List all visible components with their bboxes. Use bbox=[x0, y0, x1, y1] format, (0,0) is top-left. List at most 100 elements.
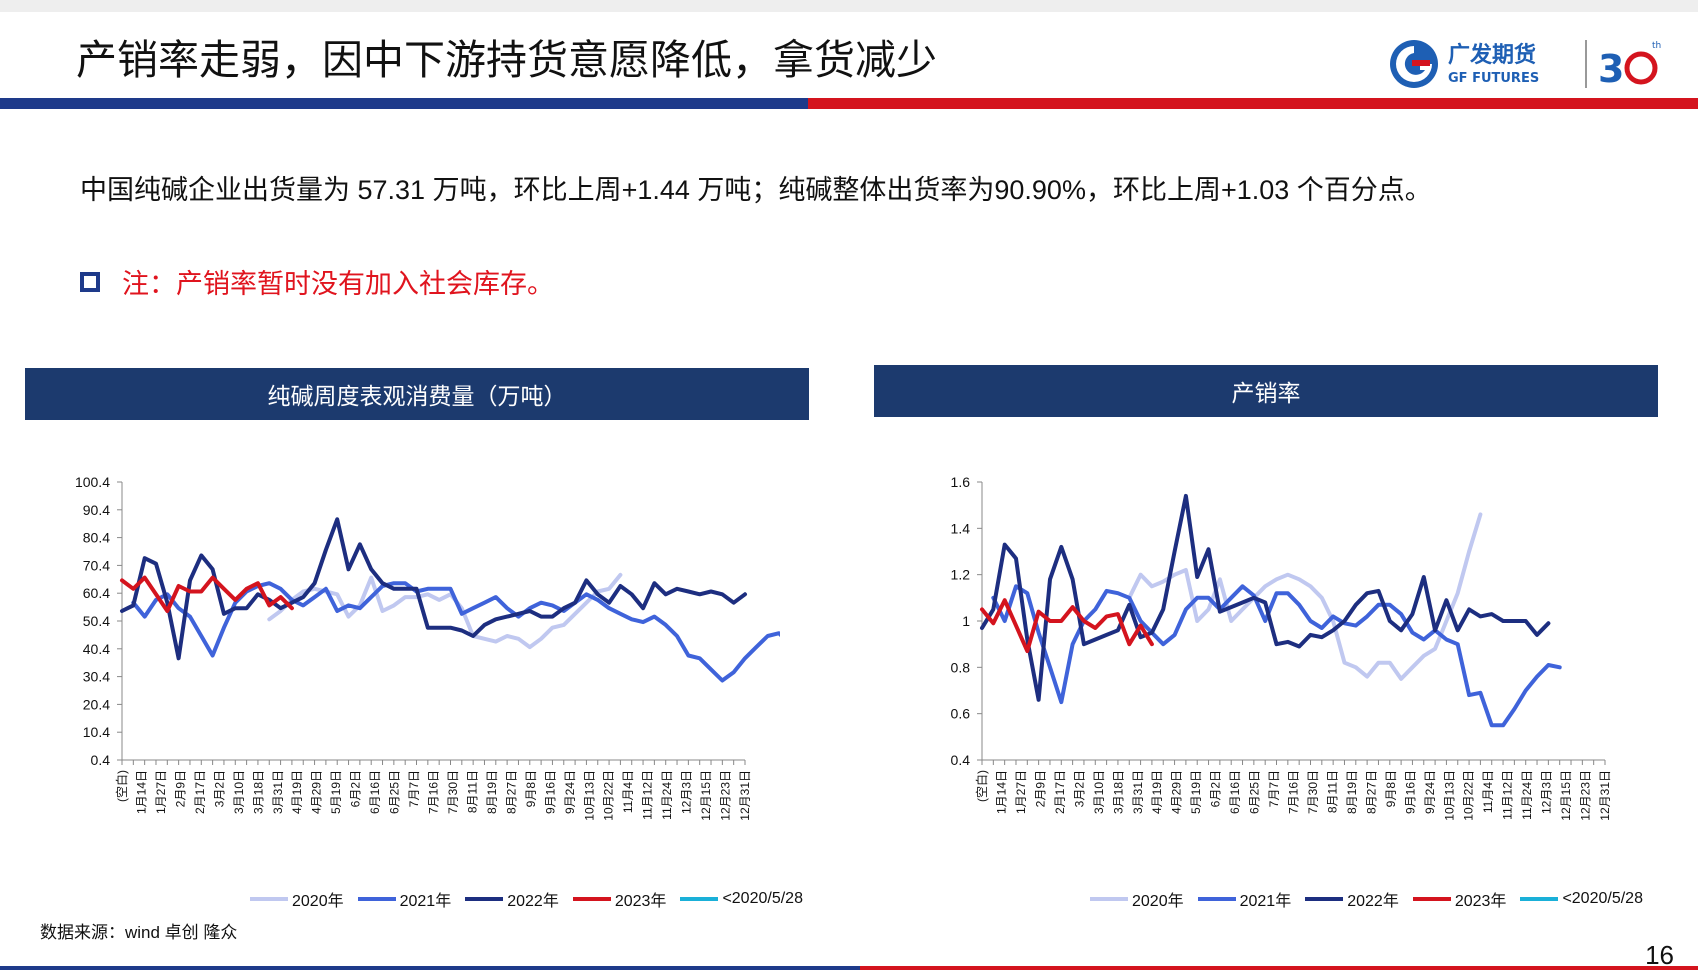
x-tick-label: 7月30日 bbox=[1306, 770, 1320, 814]
legend-label: 2021年 bbox=[1239, 893, 1292, 910]
series-line-0 bbox=[1127, 512, 1483, 681]
legend-item: <2020/5/28 bbox=[680, 890, 803, 908]
legend-swatch bbox=[357, 897, 396, 901]
note-line: 注：产销率暂时没有加入社会库存。 bbox=[80, 262, 554, 301]
x-tick-label: 4月19日 bbox=[290, 770, 304, 814]
x-tick-label: 3月10日 bbox=[1092, 770, 1106, 814]
legend-swatch bbox=[572, 897, 611, 901]
x-tick-label: 2月9日 bbox=[1033, 770, 1047, 807]
x-tick-label: 10月22日 bbox=[1462, 770, 1476, 821]
series-line-3 bbox=[980, 598, 1154, 654]
x-tick-label: 7月7日 bbox=[407, 770, 421, 807]
logo-name: 广发期货 bbox=[1448, 42, 1536, 68]
legend-label: 2021年 bbox=[399, 893, 452, 910]
y-tick-label: 90.4 bbox=[83, 502, 110, 518]
x-tick-label: 9月16日 bbox=[1403, 770, 1417, 814]
chart2-title: 产销率 bbox=[1231, 381, 1301, 407]
data-source: 数据来源：wind 卓创 隆众 bbox=[40, 923, 238, 942]
y-tick-label: 1.6 bbox=[951, 474, 971, 490]
chart2-legend: 2020年 2021年 2022年 2023年 <2020/5/28 bbox=[1090, 887, 1657, 911]
x-tick-label: 11月12日 bbox=[641, 770, 655, 820]
legend-swatch bbox=[680, 897, 719, 901]
x-tick-label: 6月2日 bbox=[349, 770, 363, 807]
x-tick-label: 7月7日 bbox=[1267, 770, 1281, 807]
legend-swatch bbox=[465, 897, 504, 901]
x-tick-label: 2月9日 bbox=[173, 770, 187, 807]
x-tick-label: 11月4日 bbox=[1481, 770, 1495, 813]
x-tick-label: 10月13日 bbox=[582, 770, 596, 821]
note-text: 注：产销率暂时没有加入社会库存。 bbox=[122, 269, 554, 299]
x-tick-label: 2月17日 bbox=[193, 770, 207, 814]
top-strip bbox=[0, 0, 1698, 12]
y-tick-label: 80.4 bbox=[83, 530, 110, 546]
legend-item: 2023年 bbox=[1412, 887, 1506, 911]
legend-swatch bbox=[1412, 897, 1451, 901]
x-tick-label: 8月27日 bbox=[504, 770, 518, 814]
y-tick-label: 1.4 bbox=[951, 520, 971, 536]
x-tick-label: 1月27日 bbox=[154, 770, 168, 814]
y-tick-label: 30.4 bbox=[83, 669, 110, 685]
footer-rule-blue bbox=[0, 966, 860, 970]
series-line-3 bbox=[120, 575, 294, 613]
x-tick-label: 3月31日 bbox=[271, 770, 285, 814]
legend-label: 2022年 bbox=[1347, 893, 1399, 910]
x-tick-label: 11月24日 bbox=[660, 770, 674, 820]
x-tick-label: 12月15日 bbox=[1559, 770, 1573, 821]
x-tick-label: 7月30日 bbox=[446, 770, 460, 814]
y-tick-label: 50.4 bbox=[83, 613, 110, 629]
x-tick-label: 10月22日 bbox=[602, 770, 616, 821]
page-number: 16 bbox=[1645, 940, 1674, 970]
y-tick-label: 0.6 bbox=[951, 706, 971, 722]
legend-label: <2020/5/28 bbox=[1562, 890, 1643, 907]
x-tick-label: (空白) bbox=[114, 770, 129, 802]
x-tick-label: 8月11日 bbox=[1325, 770, 1339, 813]
x-tick-label: 4月29日 bbox=[310, 770, 324, 814]
x-tick-label: 12月31日 bbox=[1598, 770, 1612, 821]
legend-label: <2020/5/28 bbox=[722, 890, 803, 907]
x-tick-label: 6月16日 bbox=[368, 770, 382, 814]
legend-swatch bbox=[1197, 897, 1236, 901]
y-tick-label: 0.4 bbox=[91, 752, 111, 768]
x-tick-label: 6月25日 bbox=[388, 770, 402, 814]
x-tick-label: 1月14日 bbox=[134, 770, 148, 814]
legend-item: 2023年 bbox=[572, 887, 667, 911]
x-tick-label: 9月24日 bbox=[563, 770, 577, 814]
x-tick-label: 8月19日 bbox=[485, 770, 499, 814]
legend-item: 2022年 bbox=[1305, 887, 1399, 911]
logo-english: GF FUTURES bbox=[1448, 71, 1539, 86]
thirty-anniversary-icon: 3 th bbox=[1598, 41, 1661, 91]
x-tick-label: 6月2日 bbox=[1209, 770, 1223, 807]
x-tick-label: 11月24日 bbox=[1520, 770, 1534, 820]
legend-item: 2021年 bbox=[357, 887, 452, 911]
chart2-header: 产销率 bbox=[874, 365, 1658, 417]
x-tick-label: 6月25日 bbox=[1248, 770, 1262, 814]
summary-text: 中国纯碱企业出货量为 57.31 万吨，环比上周+1.44 万吨；纯碱整体出货率… bbox=[80, 175, 1432, 205]
x-tick-label: 3月10日 bbox=[232, 770, 246, 814]
legend-label: 2023年 bbox=[614, 893, 667, 910]
y-tick-label: 70.4 bbox=[83, 557, 110, 573]
slide-title: 产销率走弱，因中下游持货意愿降低，拿货减少 bbox=[76, 37, 937, 83]
y-tick-label: 1.2 bbox=[951, 567, 971, 583]
x-tick-label: 9月8日 bbox=[1384, 770, 1398, 807]
x-tick-label: 5月19日 bbox=[1189, 770, 1203, 814]
consumption-line-chart: 0.4 10.4 20.4 30.4 40.4 50.4 60.4 70.4 80.4 90.4 1… bbox=[75, 474, 780, 821]
x-tick-label: 11月12日 bbox=[1501, 770, 1515, 820]
header-rule-blue bbox=[0, 98, 808, 109]
y-tick-label: 0.4 bbox=[951, 752, 971, 768]
legend-label: 2022年 bbox=[507, 893, 559, 910]
x-tick-label: 8月11日 bbox=[465, 770, 479, 813]
x-tick-label: 3月18日 bbox=[1111, 770, 1125, 814]
footer-rule-red bbox=[860, 966, 1698, 970]
x-tick-label: 6月16日 bbox=[1228, 770, 1242, 814]
chart1-legend: 2020年 2021年 2022年 2023年 <2020/5/28 bbox=[250, 887, 817, 911]
x-tick-label: 2月17日 bbox=[1053, 770, 1067, 814]
gf-futures-logo: 广发期货 GF FUTURES 3 th bbox=[1390, 40, 1661, 91]
legend-swatch bbox=[250, 897, 288, 901]
legend-item: 2020年 bbox=[250, 887, 344, 911]
square-bullet-icon bbox=[80, 271, 100, 292]
x-tick-label: 9月16日 bbox=[543, 770, 557, 814]
x-tick-label: 9月24日 bbox=[1423, 770, 1437, 814]
y-tick-label: 1 bbox=[962, 613, 970, 629]
x-tick-label: 4月19日 bbox=[1150, 770, 1164, 814]
x-tick-label: 12月23日 bbox=[719, 770, 733, 821]
